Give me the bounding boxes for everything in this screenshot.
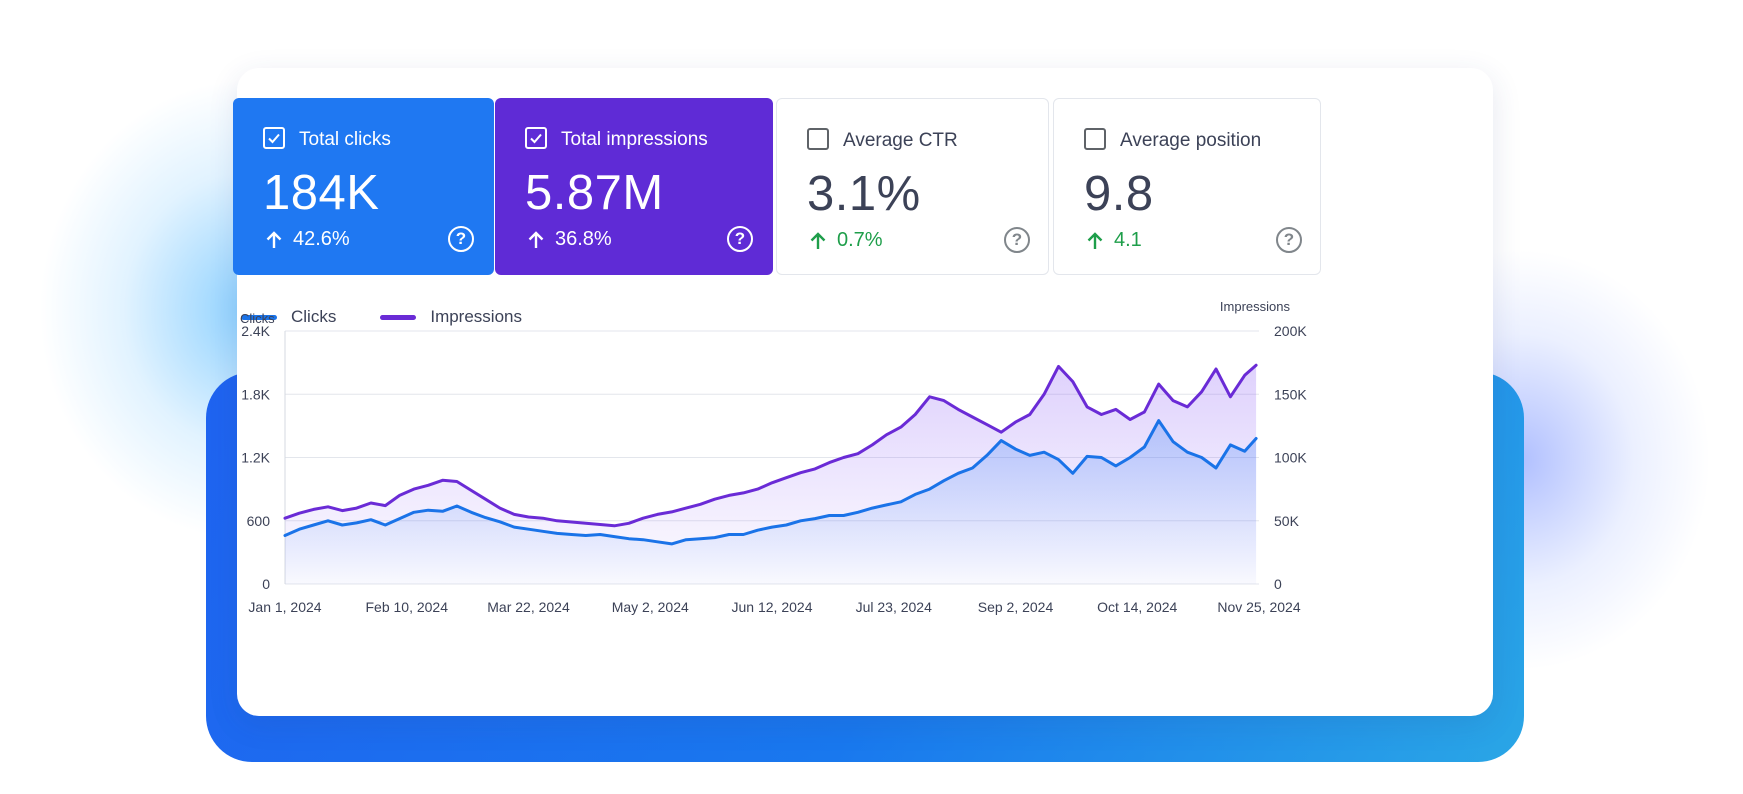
checkbox-icon[interactable] [263, 127, 285, 149]
metric-change: 0.7% [807, 229, 883, 252]
metric-change-value: 36.8% [555, 228, 612, 250]
metric-value: 9.8 [1084, 167, 1154, 221]
y-tick-left: 1.2K [241, 450, 270, 466]
checkbox-icon[interactable] [525, 127, 547, 149]
series-area-clicks [285, 420, 1257, 584]
metric-change: 42.6% [263, 228, 350, 251]
y-tick-left: 2.4K [241, 323, 270, 339]
y-tick-right: 200K [1274, 323, 1307, 339]
legend-item-clicks[interactable]: Clicks [241, 307, 336, 327]
x-tick: Feb 10, 2024 [365, 599, 448, 615]
y-tick-right: 0 [1274, 576, 1282, 592]
legend-swatch-clicks [241, 314, 277, 320]
metric-label: Average CTR [843, 130, 958, 151]
metric-value: 3.1% [807, 167, 921, 221]
series-line-clicks [283, 419, 1258, 546]
x-tick: Oct 14, 2024 [1097, 599, 1177, 615]
metric-card-average-ctr[interactable]: Average CTR 3.1% 0.7%? [776, 98, 1049, 275]
y-tick-right: 50K [1274, 513, 1300, 529]
x-tick: Jul 23, 2024 [856, 599, 932, 615]
y-tick-right: 150K [1274, 386, 1307, 402]
y-tick-left: 1.8K [241, 386, 270, 402]
metric-change-value: 42.6% [293, 228, 350, 250]
arrow-up-icon [807, 230, 829, 252]
metric-value: 5.87M [525, 166, 664, 220]
y-tick-left: 0 [262, 576, 270, 592]
metric-card-average-position[interactable]: Average position 9.8 4.1? [1053, 98, 1321, 275]
metric-change: 36.8% [525, 228, 612, 251]
metric-value: 184K [263, 166, 380, 220]
checkbox-icon[interactable] [1084, 128, 1106, 150]
y-axis-title-clicks: Clicks [240, 311, 275, 326]
x-tick: Jun 12, 2024 [732, 599, 813, 615]
metric-label: Average position [1120, 130, 1262, 151]
series-line-impressions [283, 363, 1258, 528]
help-circle-icon[interactable]: ? [1004, 227, 1030, 253]
arrow-up-icon [263, 229, 285, 251]
x-tick: Jan 1, 2024 [248, 599, 321, 615]
metric-label: Total impressions [561, 129, 708, 150]
legend-label-impressions: Impressions [430, 307, 522, 326]
help-circle-icon[interactable]: ? [727, 226, 753, 252]
x-tick: Sep 2, 2024 [978, 599, 1054, 615]
help-circle-icon[interactable]: ? [1276, 227, 1302, 253]
metric-change: 4.1 [1084, 229, 1142, 252]
checkbox-icon[interactable] [807, 128, 829, 150]
metric-card-total-clicks[interactable]: Total clicks 184K 42.6%? [233, 98, 494, 275]
performance-card: Total clicks 184K 42.6%? Total impressions 5… [233, 68, 1493, 716]
y-tick-right: 100K [1274, 450, 1307, 466]
legend-swatch-impressions [380, 314, 417, 320]
chart-legend: Clicks Impressions [241, 307, 522, 327]
y-tick-left: 600 [247, 513, 271, 529]
arrow-up-icon [525, 229, 547, 251]
y-axis-title-impressions: Impressions [1220, 299, 1291, 314]
performance-chart: Clicks Impressions 2.4K 1.8K 1.2K 600 0 200K 150… [240, 299, 1307, 615]
legend-item-impressions[interactable]: Impressions [380, 307, 522, 327]
x-tick: Nov 25, 2024 [1217, 599, 1300, 615]
legend-label-clicks: Clicks [291, 307, 337, 326]
metric-card-total-impressions[interactable]: Total impressions 5.87M 36.8%? [495, 98, 773, 275]
arrow-up-icon [1084, 230, 1106, 252]
x-tick: May 2, 2024 [612, 599, 689, 615]
x-tick: Mar 22, 2024 [487, 599, 570, 615]
metric-label: Total clicks [299, 129, 391, 150]
metric-change-value: 0.7% [837, 229, 883, 251]
help-circle-icon[interactable]: ? [448, 226, 474, 252]
metric-change-value: 4.1 [1114, 229, 1142, 251]
